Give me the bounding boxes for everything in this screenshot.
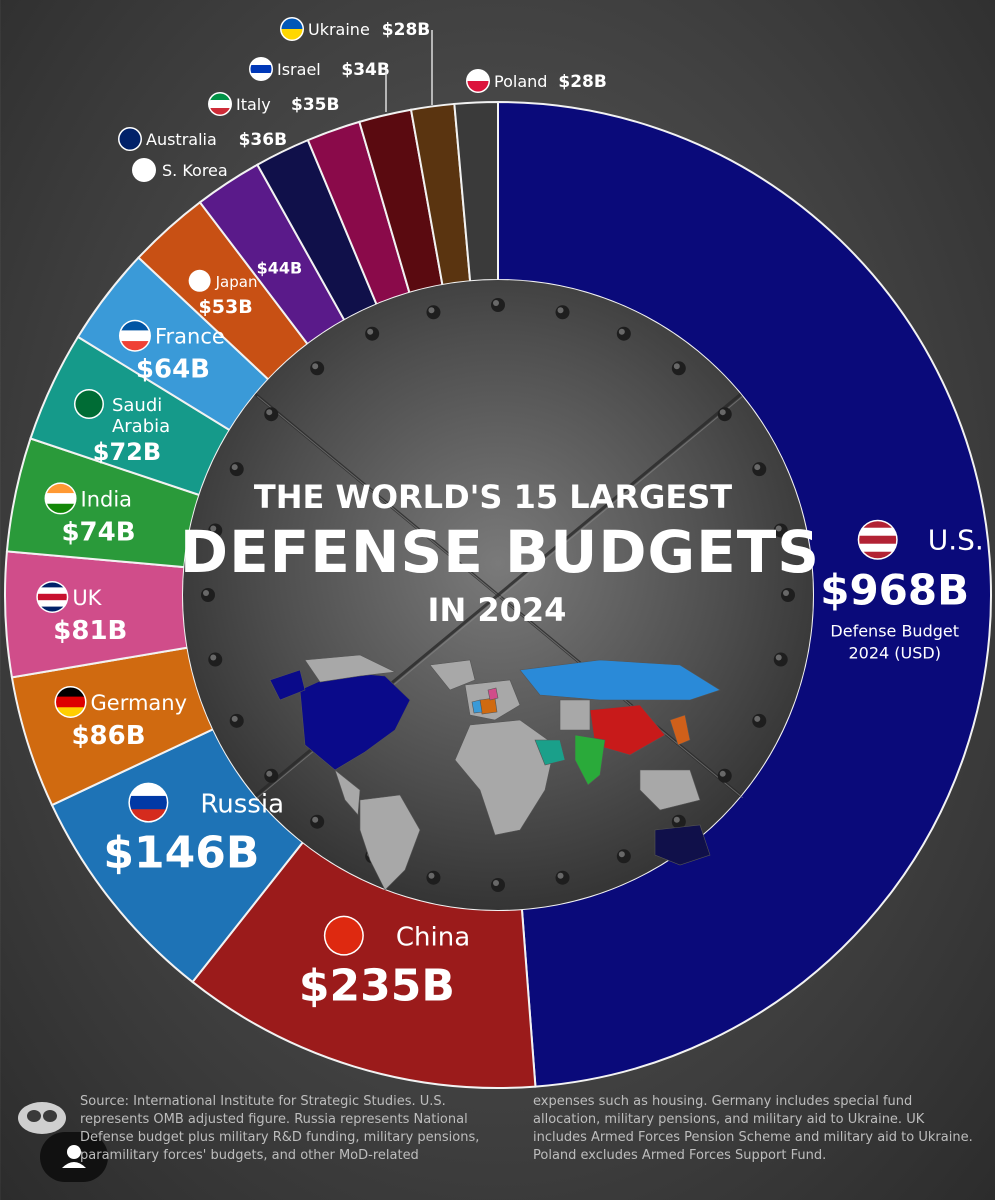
logo-icon bbox=[16, 1096, 68, 1136]
label-israel-value: $34B bbox=[341, 60, 389, 80]
label-italy-name: Italy bbox=[236, 95, 271, 114]
map-land-13 bbox=[669, 714, 691, 746]
india-flag-icon bbox=[44, 482, 77, 515]
saudi-flag-icon bbox=[73, 389, 104, 420]
map-land-11 bbox=[534, 739, 566, 766]
label-france-name: France bbox=[155, 325, 225, 349]
footnote-source: Source: International Institute for Stra… bbox=[80, 1094, 480, 1163]
japan-flag-icon bbox=[188, 269, 211, 292]
map-land-18 bbox=[487, 687, 499, 701]
label-germany-name: Germany bbox=[91, 691, 188, 715]
label-china-value: $235B bbox=[299, 961, 455, 1012]
map-land-3 bbox=[334, 769, 361, 816]
label-russia-name: Russia bbox=[200, 790, 284, 820]
label-germany-value: $86B bbox=[71, 721, 145, 751]
label-russia-value: $146B bbox=[103, 828, 259, 879]
rivets bbox=[201, 298, 795, 892]
label-uk-name: UK bbox=[72, 586, 102, 610]
label-us-subtitle-1: Defense Budget bbox=[830, 622, 959, 641]
label-ukraine-name: Ukraine bbox=[308, 20, 370, 39]
label-u-s-value: $968B bbox=[820, 566, 969, 615]
label-france-value: $64B bbox=[136, 355, 210, 385]
label-s-korea-name: S. Korea bbox=[162, 161, 228, 180]
label-china-name: China bbox=[396, 923, 470, 953]
poland-flag-icon bbox=[466, 69, 490, 93]
label-poland-name: Poland bbox=[494, 72, 547, 91]
map-land-17 bbox=[471, 699, 483, 714]
label-italy-value: $35B bbox=[291, 95, 339, 115]
label-uk-value: $81B bbox=[53, 616, 127, 646]
map-land-2 bbox=[304, 654, 397, 683]
germany-flag-icon bbox=[54, 685, 87, 718]
label-saudi-arabia-name-1: Saudi bbox=[112, 395, 162, 416]
russia-flag-icon bbox=[128, 782, 169, 823]
us-flag-icon bbox=[857, 519, 898, 560]
label-saudi-arabia-value: $72B bbox=[93, 438, 161, 466]
label-us-subtitle-2: 2024 (USD) bbox=[848, 644, 940, 663]
korea-flag-icon bbox=[132, 158, 156, 182]
title-line-2: DEFENSE BUDGETS bbox=[180, 518, 820, 586]
label-u-s-name: U.S. bbox=[928, 524, 984, 557]
world-map bbox=[269, 654, 721, 891]
china-flag-icon bbox=[323, 915, 364, 956]
ukraine-flag-icon bbox=[280, 17, 304, 41]
label-poland-value: $28B bbox=[558, 72, 606, 92]
map-land-7 bbox=[454, 719, 556, 836]
australia-flag-icon bbox=[118, 127, 142, 151]
label-japan-name: Japan bbox=[215, 273, 258, 291]
label-australia-value: $36B bbox=[239, 130, 287, 150]
map-land-5 bbox=[429, 659, 476, 691]
map-land-4 bbox=[359, 794, 421, 891]
label-australia-name: Australia bbox=[146, 130, 217, 149]
label-s-korea-value: $44B bbox=[257, 259, 303, 278]
label-japan-value: $53B bbox=[199, 296, 253, 318]
italy-flag-icon bbox=[208, 92, 232, 116]
profile-avatar-icon[interactable] bbox=[40, 1132, 108, 1182]
footnote-continued: expenses such as housing. Germany includ… bbox=[533, 1094, 973, 1163]
label-ukraine-value: $28B bbox=[382, 20, 430, 40]
uk-flag-icon bbox=[36, 580, 69, 613]
map-land-16 bbox=[479, 697, 498, 715]
label-israel-name: Israel bbox=[277, 60, 321, 79]
title-line-3: IN 2024 bbox=[428, 591, 567, 629]
map-land-15 bbox=[654, 824, 711, 866]
map-land-12 bbox=[559, 699, 591, 731]
israel-flag-icon bbox=[249, 57, 273, 81]
label-india-value: $74B bbox=[61, 517, 135, 547]
map-land-14 bbox=[639, 769, 701, 811]
france-flag-icon bbox=[118, 319, 151, 352]
title-line-1: THE WORLD'S 15 LARGEST bbox=[254, 478, 732, 516]
map-land-8 bbox=[519, 659, 721, 701]
label-saudi-arabia-name-2: Arabia bbox=[112, 416, 170, 437]
label-india-name: India bbox=[81, 487, 133, 511]
map-land-1 bbox=[269, 669, 306, 701]
map-land-10 bbox=[574, 734, 606, 786]
